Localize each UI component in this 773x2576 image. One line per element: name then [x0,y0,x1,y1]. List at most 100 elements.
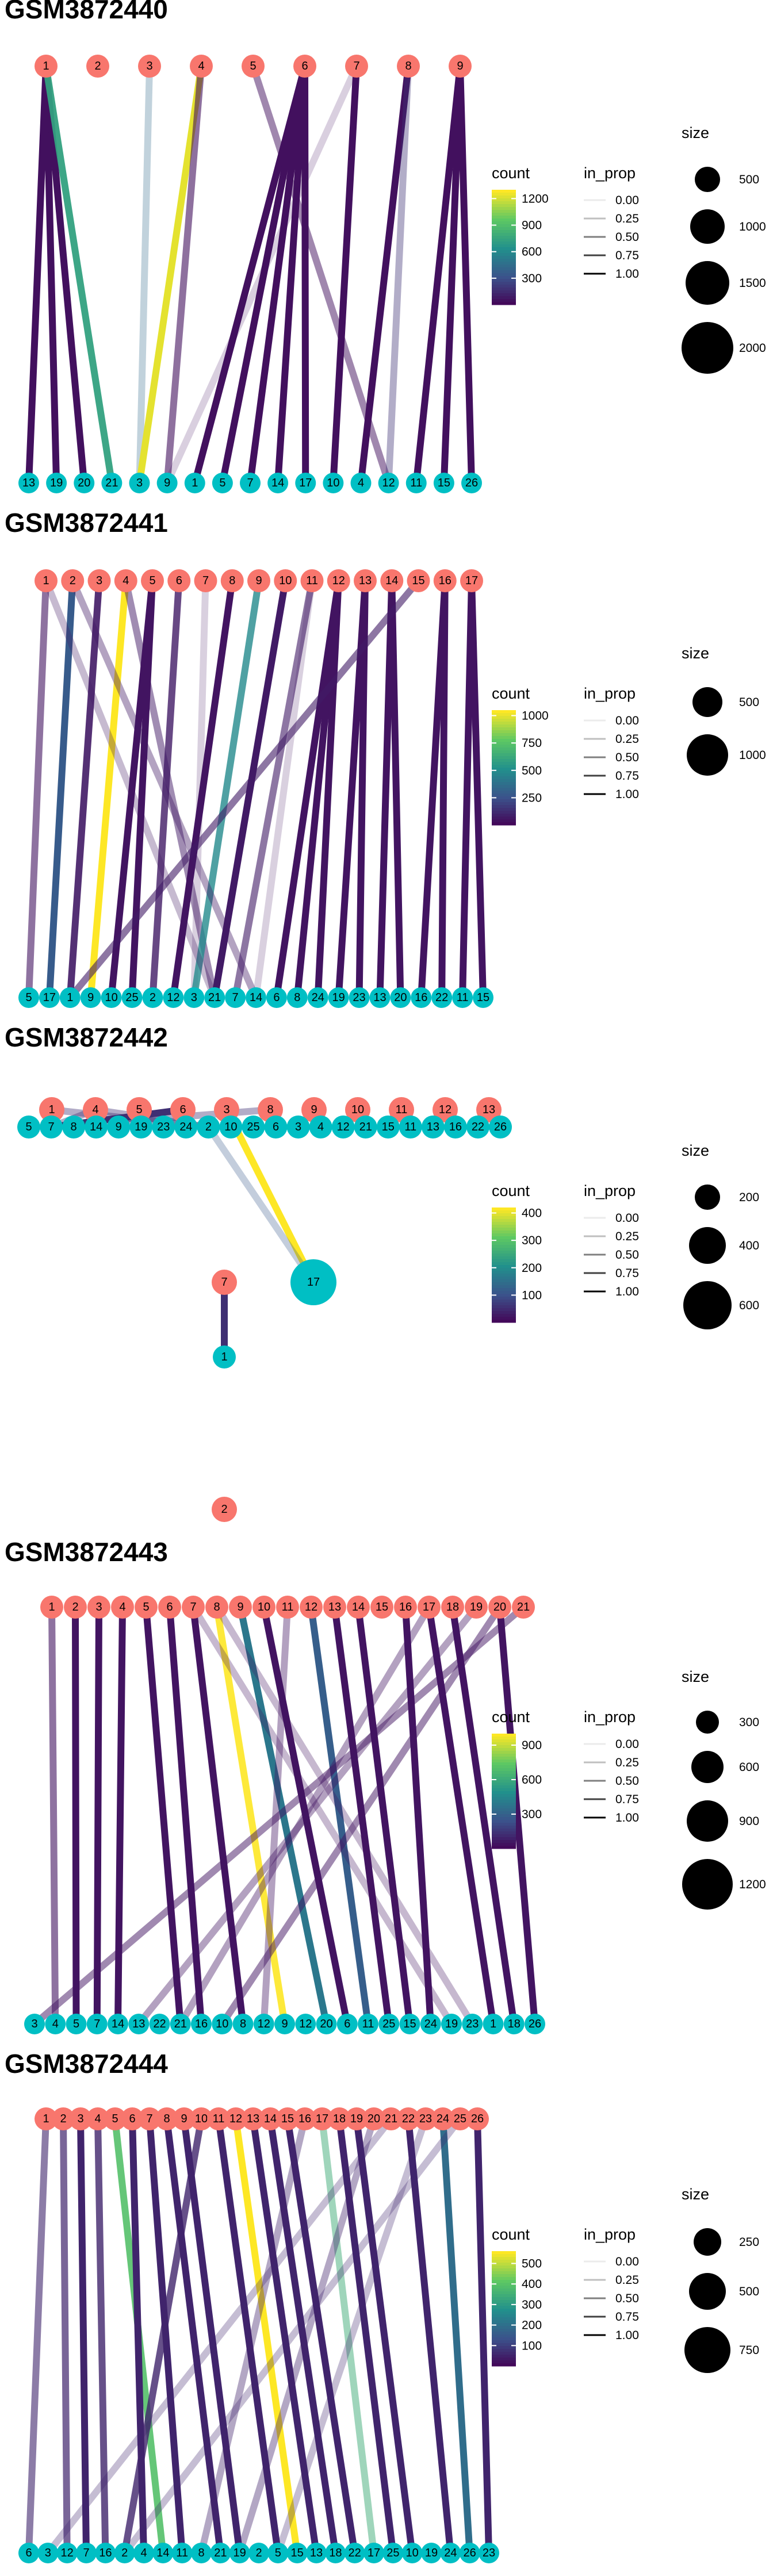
edge [211,577,289,1001]
count-colorbar-segment [492,288,516,291]
edge [232,577,316,1001]
cluster-node-label: 13 [373,991,386,1004]
cluster-node-label: 16 [399,1601,412,1613]
edge [149,577,183,1001]
cluster-node-label: 8 [240,2018,246,2030]
cluster-node [259,2107,282,2130]
edge [93,1604,102,2027]
cluster-node [229,1596,252,1619]
cluster-node [80,987,101,1008]
count-colorbar-segment [492,1762,516,1766]
count-colorbar-segment [492,1291,516,1294]
cluster-node-label: 2 [221,1503,227,1516]
cluster-node-label: 17 [299,477,312,489]
edge [330,63,360,486]
edge [136,63,153,486]
cluster-node [293,55,316,78]
cluster-node-label: 25 [247,1121,259,1133]
cluster-node [45,2014,66,2034]
size-legend-title: size [682,124,709,141]
count-colorbar-segment [492,2303,516,2306]
cluster-node [17,1116,40,1138]
count-colorbar-segment [492,2283,516,2286]
cluster-node [46,473,67,493]
count-colorbar-segment [492,244,516,248]
count-colorbar-segment [492,1294,516,1297]
count-colorbar-segment [492,195,516,199]
count-colorbar-segment [492,759,516,762]
cluster-node [323,1596,346,1619]
edge [45,577,76,1001]
cluster-node-label: 4 [140,2547,147,2559]
cluster-node-label: 14 [156,2547,169,2559]
cluster-node [197,1116,220,1138]
cluster-node [37,2543,59,2563]
cluster-node [127,1097,152,1122]
cluster-node-label: 5 [136,1103,142,1116]
cluster-node [488,1596,511,1619]
count-colorbar-segment [492,1230,516,1234]
cluster-node-label: 9 [237,1601,243,1613]
edge [87,577,129,1001]
count-colorbar-segment [492,776,516,780]
count-colorbar-segment [492,1754,516,1757]
edges-group [25,2115,492,2556]
count-colorbar-segment [492,1256,516,1260]
panel-title: GSM3872443 [5,1537,168,1567]
cluster-node-label: 25 [382,2018,395,2030]
size-key-label: 1000 [739,220,766,233]
cluster-node [316,2014,337,2034]
size-key-label: 600 [739,1299,759,1312]
count-colorbar-segment [492,722,516,725]
count-colorbar-segment [492,1239,516,1243]
cluster-node-label: 21 [174,2018,187,2030]
cluster-node-label: 14 [385,574,398,587]
cluster-node [354,569,377,592]
count-colorbar-segment [492,773,516,777]
cluster-node-label: 26 [471,2113,484,2125]
count-colorbar-segment [492,756,516,760]
count-colorbar-segment [492,267,516,271]
size-key-circle [691,1751,724,1783]
count-colorbar-segment [492,1317,516,1320]
in-prop-label: 1.00 [615,1811,639,1824]
count-colorbar-segment [492,1843,516,1846]
count-colorbar-segment [492,1308,516,1312]
cluster-node-label: 11 [404,1121,416,1133]
size-key-label: 900 [739,1815,759,1828]
cluster-node-label: 7 [247,477,253,489]
cluster-node [213,1346,236,1368]
cluster-node-label: 12 [299,2018,312,2030]
count-colorbar-segment [492,742,516,745]
in-prop-label: 0.50 [615,231,639,244]
cluster-node-label: 14 [112,2018,124,2030]
panel-title: GSM3872440 [5,0,168,24]
cluster-node-label: 11 [362,2018,374,2030]
count-colorbar-segment [492,793,516,797]
cluster-node-label: 3 [31,2018,37,2030]
count-colorbar-segment [492,2312,516,2315]
count-colorbar-segment [492,193,516,196]
cluster-node-label: 6 [301,60,308,72]
cluster-node-label: 12 [229,2113,242,2125]
cluster-node [440,2543,461,2563]
in-prop-label: 0.75 [615,1267,639,1280]
cluster-node [449,55,472,78]
count-colorbar-segment [492,2291,516,2295]
cluster-node [354,1116,377,1138]
count-colorbar-segment [492,256,516,259]
cluster-node-label: 24 [179,1121,192,1133]
size-key-label: 500 [739,173,759,186]
size-key-circle [682,322,733,374]
count-colorbar-segment [492,270,516,274]
count-colorbar-segment [492,1817,516,1820]
cluster-node [101,987,122,1008]
in-prop-label: 0.75 [615,249,639,262]
cluster-node [24,2014,45,2034]
count-colorbar-segment [492,1826,516,1829]
edge [135,1604,480,2027]
edge [247,63,308,486]
cluster-node-label: 9 [255,574,262,587]
cluster-node-label: 12 [61,2547,74,2559]
